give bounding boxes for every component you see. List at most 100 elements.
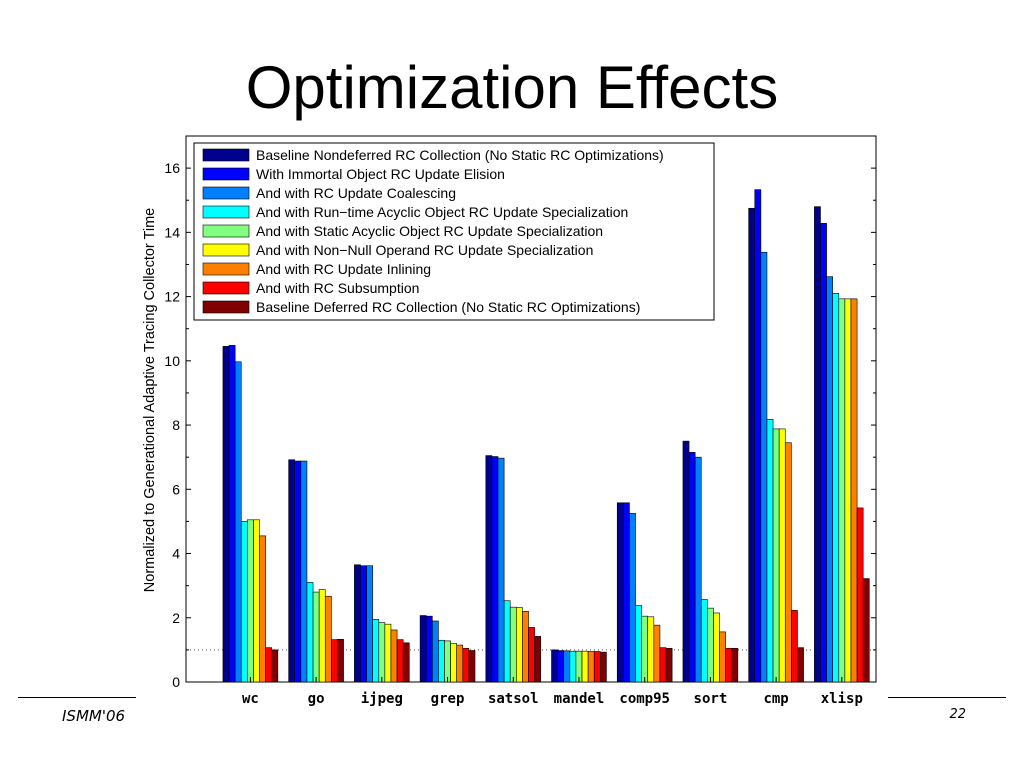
bar-ijpeg-s9 (402, 642, 410, 683)
bar-wc-s5 (247, 519, 254, 683)
bar-cmp-s2 (754, 189, 762, 683)
bar-grep-s8 (462, 647, 470, 683)
bar-ijpeg-s7 (390, 629, 398, 683)
legend-swatch-2 (202, 167, 250, 181)
bar-go-s9 (337, 638, 344, 683)
y-tick-label: 4 (172, 546, 180, 562)
legend-swatch-3 (202, 186, 250, 200)
bar-sort-s5 (707, 607, 714, 683)
bar-satsol-s7 (522, 611, 529, 683)
bar-cmp-s8 (791, 610, 798, 683)
bar-mandel-s8 (593, 651, 601, 683)
bar-go-s2 (294, 460, 302, 683)
x-tick-label-comp95: comp95 (619, 691, 670, 707)
bar-ijpeg-s2 (360, 565, 367, 683)
bar-satsol-s4 (503, 600, 511, 683)
legend-label-5: And with Static Acyclic Object RC Update… (256, 223, 603, 239)
page-number: 22 (949, 707, 966, 722)
bar-xlisp-s9 (862, 578, 870, 683)
bar-satsol-s9 (534, 636, 542, 683)
y-axis: 0 2 4 6 8 10 12 14 16 (164, 160, 876, 690)
bar-mandel-s9 (600, 651, 607, 683)
y-axis-label: Normalized to Generational Adaptive Trac… (142, 208, 158, 592)
legend-label-6: And with Non−Null Operand RC Update Spec… (256, 242, 593, 258)
y-tick-label: 10 (164, 353, 180, 369)
bar-go-s5 (312, 591, 320, 683)
bar-comp95-s1 (616, 502, 624, 683)
bar-wc-s1 (222, 346, 230, 683)
bar-cmp-s3 (760, 251, 768, 683)
bar-sort-s8 (725, 647, 733, 683)
bars (222, 189, 870, 683)
bar-xlisp-s2 (820, 223, 827, 683)
bar-grep-s2 (425, 615, 433, 683)
y-tick-label: 14 (164, 224, 180, 240)
bar-mandel-s4 (569, 650, 577, 683)
bar-mandel-s3 (563, 650, 571, 683)
bar-xlisp-s6 (844, 298, 852, 683)
legend-label-2: With Immortal Object RC Update Elision (256, 166, 505, 182)
bar-grep-s6 (450, 643, 457, 683)
bar-sort-s9 (731, 647, 739, 683)
bar-xlisp-s3 (826, 276, 833, 683)
legend-label-4: And with Run−time Acyclic Object RC Upda… (256, 204, 628, 220)
bar-wc-s4 (240, 521, 248, 683)
bar-grep-s9 (468, 650, 476, 683)
bar-sort-s4 (700, 599, 708, 683)
bar-ijpeg-s8 (396, 639, 404, 683)
bar-ijpeg-s4 (372, 619, 380, 683)
y-tick-label: 12 (164, 289, 180, 305)
y-tick-label: 0 (172, 674, 180, 690)
bar-go-s7 (324, 595, 332, 683)
legend-swatch-1 (202, 148, 250, 162)
bar-wc-s3 (234, 361, 242, 683)
bar-satsol-s5 (509, 606, 517, 683)
bar-comp95-s8 (659, 647, 667, 683)
bar-wc-s6 (253, 519, 260, 683)
bar-xlisp-s7 (850, 298, 858, 683)
y-tick-label: 16 (164, 160, 180, 176)
bar-wc-s2 (228, 345, 236, 683)
bar-mandel-s6 (581, 650, 589, 683)
bar-sort-s1 (682, 440, 690, 683)
x-tick-label-satsol: satsol (488, 691, 539, 707)
bar-cmp-s6 (778, 428, 786, 683)
bar-cmp-s1 (748, 207, 756, 683)
bar-cmp-s4 (766, 418, 774, 683)
legend-swatch-8 (202, 281, 250, 295)
bar-cmp-s5 (772, 428, 780, 683)
bar-comp95-s4 (635, 605, 642, 683)
bar-satsol-s8 (528, 627, 535, 683)
legend-swatch-5 (202, 224, 250, 238)
bar-go-s1 (288, 459, 296, 683)
bar-xlisp-s5 (838, 298, 846, 683)
bar-ijpeg-s6 (384, 623, 392, 683)
bar-mandel-s7 (587, 651, 595, 683)
bar-grep-s1 (419, 615, 427, 683)
x-tick-label-mandel: mandel (554, 691, 605, 707)
bar-go-s3 (300, 460, 308, 683)
bar-satsol-s6 (516, 607, 523, 683)
x-tick-label-go: go (308, 691, 325, 707)
bar-xlisp-s8 (856, 507, 864, 683)
bar-wc-s8 (265, 647, 273, 683)
bar-ijpeg-s5 (378, 622, 386, 683)
x-tick-label-cmp: cmp (763, 691, 788, 707)
bar-xlisp-s1 (814, 206, 821, 683)
legend-label-1: Baseline Nondeferred RC Collection (No S… (256, 147, 664, 163)
x-tick-label-ijpeg: ijpeg (361, 691, 403, 707)
bar-ijpeg-s3 (366, 565, 373, 683)
bar-grep-s3 (431, 620, 439, 683)
bar-xlisp-s4 (832, 293, 840, 683)
x-tick-label-xlisp: xlisp (821, 691, 863, 707)
bar-wc-s7 (259, 535, 266, 683)
bar-satsol-s2 (491, 456, 499, 683)
y-tick-label: 6 (172, 481, 180, 497)
legend-label-7: And with RC Update Inlining (256, 261, 431, 277)
legend-label-8: And with RC Subsumption (256, 280, 419, 296)
footer-divider-right (888, 697, 1006, 698)
bar-sort-s2 (688, 452, 696, 683)
bar-comp95-s3 (629, 513, 636, 683)
